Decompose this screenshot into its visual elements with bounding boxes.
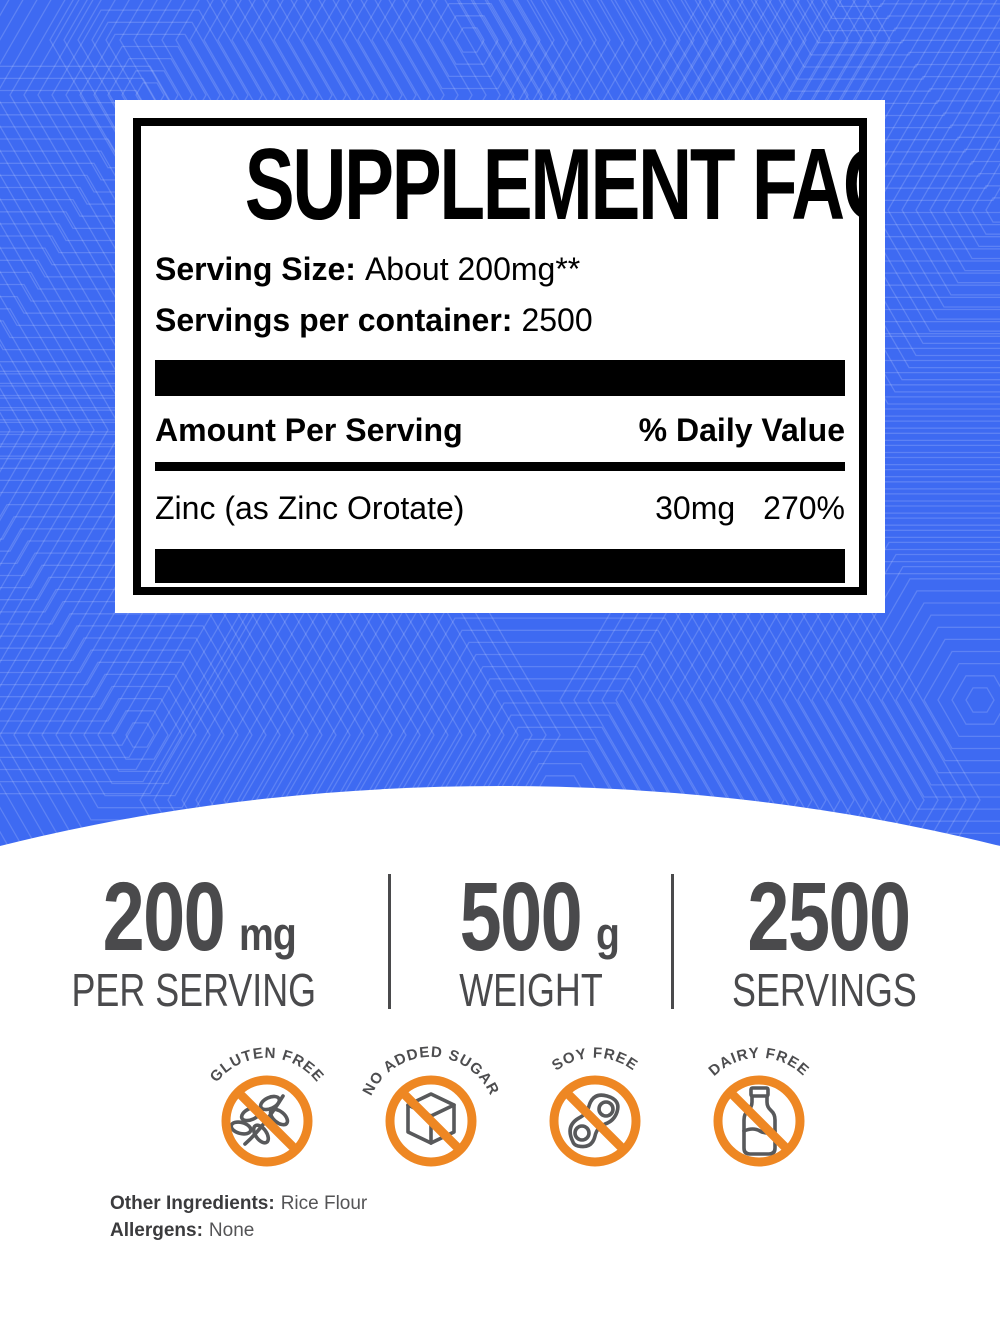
amount-per-serving-header: Amount Per Serving	[155, 412, 463, 448]
nutrient-values: 30mg 270%	[655, 490, 845, 527]
stat-number: 500 g	[439, 862, 623, 971]
gluten-free-badge: GLUTEN FREE	[207, 1045, 326, 1167]
allergens-value: None	[208, 1220, 255, 1241]
stat-value: 200	[102, 862, 226, 971]
stat-label: SERVINGS	[731, 964, 917, 1016]
highlight-stats: 200 mg PER SERVING 500 g WEIGHT 2500 SERVI…	[0, 868, 1000, 1014]
nutrient-daily-value: 270%	[763, 490, 845, 526]
nutrient-amount: 30mg	[655, 490, 736, 526]
servings-per-container-line: Servings per container: 2500	[155, 302, 845, 338]
stat-number: 2500	[720, 862, 929, 971]
stat-label: WEIGHT	[459, 964, 603, 1016]
badge-label: NO ADDED SUGAR	[359, 1044, 502, 1099]
separator-bar-bottom	[155, 549, 845, 583]
curved-divider	[0, 786, 1000, 1317]
stat-divider	[671, 874, 674, 1009]
footer-notes: Other Ingredients: Rice Flour Allergens: N…	[110, 1190, 367, 1244]
badge-label: SOY FREE	[549, 1045, 641, 1075]
dairy-free-badge: DAIRY FREE	[705, 1045, 812, 1167]
stat-servings: 2500 SERVINGS	[674, 868, 1000, 1014]
stat-per-serving: 200 mg PER SERVING	[0, 868, 388, 1014]
facts-title: SUPPLEMENT FACTS	[244, 129, 859, 241]
serving-size-value: About 200mg**	[364, 251, 581, 287]
no-added-sugar-badge: NO ADDED SUGAR	[359, 1044, 502, 1167]
stat-label: PER SERVING	[71, 964, 317, 1016]
soy-free-badge: SOY FREE	[549, 1045, 641, 1167]
stat-value: 2500	[747, 862, 911, 971]
nutrient-name: Zinc (as Zinc Orotate)	[155, 490, 465, 526]
free-from-badges: GLUTEN FREE NO ADDED SUGAR	[185, 1042, 841, 1174]
stat-unit: g	[595, 908, 620, 960]
allergens-line: Allergens: None	[110, 1217, 367, 1244]
stat-unit: mg	[238, 908, 297, 960]
stat-divider	[388, 874, 391, 1009]
supplement-facts-panel: SUPPLEMENT FACTS Serving Size:About 200m…	[115, 100, 885, 613]
other-ingredients-value: Rice Flour	[280, 1193, 368, 1214]
stat-value: 500	[459, 862, 583, 971]
other-ingredients-label: Other Ingredients:	[110, 1193, 275, 1214]
serving-size-label: Serving Size:	[155, 251, 356, 287]
allergens-label: Allergens:	[110, 1220, 203, 1241]
facts-table-header: Amount Per Serving % Daily Value	[155, 396, 845, 462]
servings-per-container-value: 2500	[521, 302, 593, 338]
facts-border: SUPPLEMENT FACTS Serving Size:About 200m…	[133, 118, 867, 595]
stat-number: 200 mg	[82, 862, 306, 971]
badge-label: DAIRY FREE	[705, 1045, 812, 1080]
stat-weight: 500 g WEIGHT	[391, 868, 671, 1014]
daily-value-header: % Daily Value	[638, 412, 845, 448]
separator-bar-top	[155, 360, 845, 396]
separator-bar-thin	[155, 462, 845, 471]
other-ingredients-line: Other Ingredients: Rice Flour	[110, 1190, 367, 1217]
table-row: Zinc (as Zinc Orotate) 30mg 270%	[155, 471, 845, 549]
servings-per-container-label: Servings per container:	[155, 302, 513, 338]
serving-size-line: Serving Size: About 200mg**	[155, 251, 845, 287]
